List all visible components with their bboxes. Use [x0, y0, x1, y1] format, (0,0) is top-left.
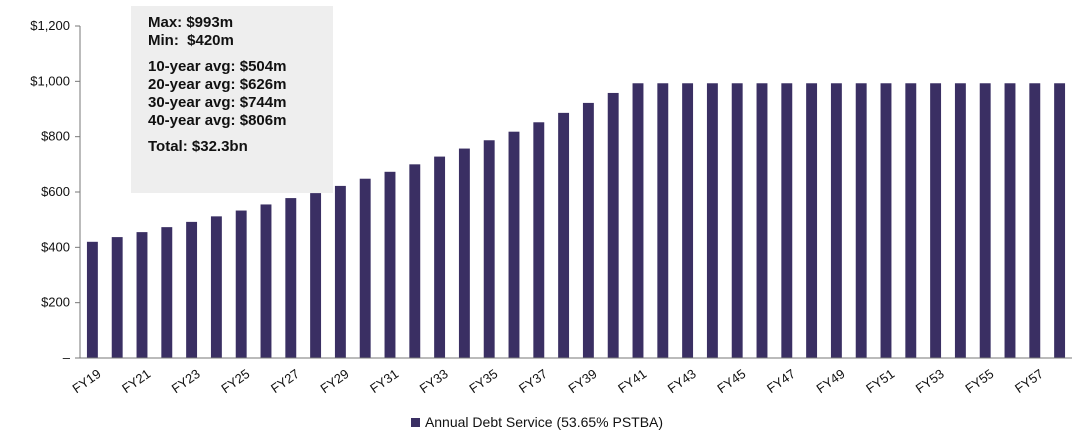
bar-fy39	[582, 102, 594, 358]
bar-fy48	[806, 83, 818, 359]
bars	[86, 83, 1066, 359]
x-tick-label: FY33	[417, 366, 451, 396]
x-tick-label: FY39	[566, 366, 600, 396]
bar-fy27	[285, 198, 297, 358]
x-tick-label: FY57	[1012, 366, 1046, 396]
bar-fy52	[905, 83, 917, 359]
x-tick-label: FY25	[218, 366, 252, 396]
y-axis: – $200 $400 $600 $800 $1,000 $1,200	[30, 18, 81, 365]
bar-fy21	[136, 232, 148, 358]
stats-annotation-box: Max: $993m Min: $420m 10-year avg: $504m…	[131, 6, 333, 193]
x-tick-label: FY53	[913, 366, 947, 396]
bar-fy58	[1054, 83, 1066, 359]
debt-service-chart: –$200$400$600$800$1,000$1,200 FY19 FY21 FY…	[30, 18, 1072, 396]
y-tick-label: $1,000	[30, 73, 70, 88]
bar-fy20	[111, 237, 123, 358]
bar-fy44	[706, 83, 718, 359]
x-tick-label: FY45	[714, 366, 748, 396]
x-tick-label: FY51	[863, 366, 897, 396]
x-tick-label: FY31	[367, 366, 401, 396]
bar-fy31	[384, 171, 396, 358]
stat-40yr-avg: 40-year avg: $806m	[148, 112, 287, 129]
bar-fy34	[458, 148, 470, 358]
bar-fy53	[930, 83, 942, 359]
x-tick-label: FY49	[814, 366, 848, 396]
bar-fy43	[682, 83, 694, 359]
x-tick-label: FY43	[665, 366, 699, 396]
x-tick-label: FY21	[119, 366, 153, 396]
bar-fy55	[979, 83, 991, 359]
bar-fy37	[533, 122, 545, 358]
legend-label: Annual Debt Service (53.65% PSTBA)	[424, 414, 664, 430]
stat-30yr-avg: 30-year avg: $744m	[148, 94, 287, 111]
bar-fy47	[781, 83, 793, 359]
bar-fy32	[409, 164, 421, 358]
y-tick-label: $1,200	[30, 18, 70, 33]
x-tick-label: FY35	[466, 366, 500, 396]
x-tick-label: FY47	[764, 366, 798, 396]
bar-fy40	[607, 92, 619, 358]
x-tick-label: FY41	[615, 366, 649, 396]
bar-fy56	[1004, 83, 1016, 359]
bar-fy28	[310, 193, 322, 358]
bar-fy49	[830, 83, 842, 359]
x-tick-label: FY19	[70, 366, 104, 396]
bar-fy19	[86, 241, 98, 358]
bar-fy54	[954, 83, 966, 359]
x-tick-label: FY23	[169, 366, 203, 396]
bar-fy36	[508, 131, 520, 358]
stat-10yr-avg: 10-year avg: $504m	[148, 58, 287, 75]
x-axis: FY19 FY21 FY23 FY25 FY27 FY29 FY31 FY33 FY35 FY37…	[70, 357, 1072, 396]
y-tick-label: $400	[41, 239, 70, 254]
bar-fy45	[731, 83, 743, 359]
bar-fy50	[855, 83, 867, 359]
x-tick-label: FY37	[516, 366, 550, 396]
y-tick-label: –	[63, 350, 71, 365]
bar-fy35	[483, 140, 495, 358]
x-tick-label: FY55	[962, 366, 996, 396]
y-tick-label: $200	[41, 295, 70, 310]
x-tick-label: FY27	[268, 366, 302, 396]
stat-max: Max: $993m	[148, 14, 234, 31]
stat-20yr-avg: 20-year avg: $626m	[148, 76, 287, 93]
bar-fy23	[186, 221, 198, 358]
bar-fy51	[880, 83, 892, 359]
bar-fy38	[558, 112, 570, 359]
y-tick-label: $800	[41, 129, 70, 144]
stat-min: Min: $420m	[148, 32, 234, 49]
bar-fy22	[161, 227, 173, 358]
bar-fy24	[210, 216, 222, 358]
legend-swatch	[410, 417, 420, 427]
x-tick-label: FY29	[318, 366, 352, 396]
bar-fy42	[657, 83, 669, 359]
bar-fy57	[1029, 83, 1041, 359]
bar-fy25	[235, 210, 247, 358]
bar-fy46	[756, 83, 768, 359]
bar-fy33	[434, 156, 446, 358]
bar-fy30	[359, 178, 371, 358]
bar-fy29	[334, 185, 346, 358]
bar-fy26	[260, 204, 272, 358]
y-tick-label: $600	[41, 184, 70, 199]
stat-total: Total: $32.3bn	[148, 138, 248, 155]
legend: Annual Debt Service (53.65% PSTBA)	[0, 414, 1074, 430]
bar-fy41	[632, 83, 644, 359]
